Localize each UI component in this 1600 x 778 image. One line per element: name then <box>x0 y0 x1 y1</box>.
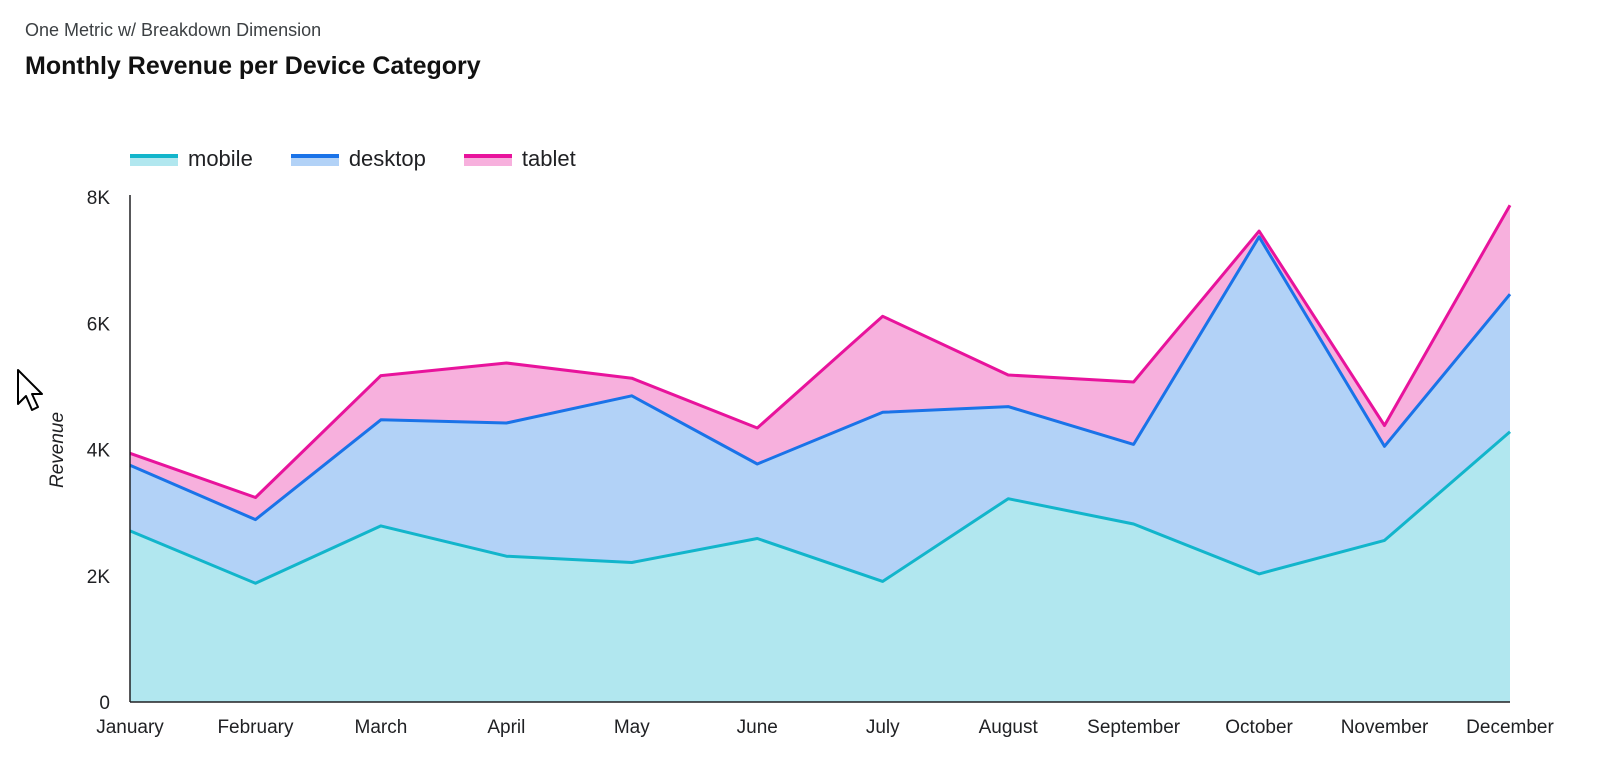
area-mobile <box>130 431 1510 702</box>
y-tick-label: 0 <box>99 693 110 714</box>
line-desktop <box>129 235 1512 522</box>
legend-label: desktop <box>348 146 426 171</box>
legend-label: tablet <box>521 146 576 171</box>
chart-legend: mobile desktop tablet <box>130 146 614 172</box>
legend-swatch-desktop <box>290 152 339 166</box>
x-tick-label: June <box>737 717 778 738</box>
x-tick-label: July <box>866 717 900 738</box>
legend-item-mobile[interactable]: mobile <box>130 146 253 172</box>
x-tick-label: January <box>96 717 164 738</box>
area-desktop <box>130 236 1510 584</box>
x-tick-label: November <box>1341 717 1429 738</box>
legend-item-tablet[interactable]: tablet <box>463 146 576 172</box>
line-tablet <box>129 204 1512 499</box>
y-tick-label: 6K <box>87 314 111 335</box>
chart-subtitle: One Metric w/ Breakdown Dimension <box>25 20 322 40</box>
x-tick-label: August <box>979 717 1039 738</box>
y-tick-label: 2K <box>87 567 111 588</box>
legend-label: mobile <box>188 146 253 171</box>
y-axis-title: Revenue <box>47 412 68 488</box>
x-tick-label: March <box>355 717 408 738</box>
y-tick-label: 4K <box>87 441 111 462</box>
x-tick-label: April <box>487 717 525 738</box>
legend-item-desktop[interactable]: desktop <box>290 146 426 172</box>
chart-title: Monthly Revenue per Device Category <box>25 52 481 80</box>
legend-swatch-tablet <box>463 152 512 166</box>
x-tick-label: May <box>614 717 650 738</box>
x-tick-label: September <box>1087 717 1181 738</box>
line-mobile <box>129 430 1511 585</box>
x-tick-label: October <box>1225 717 1293 738</box>
x-tick-label: December <box>1466 717 1554 738</box>
y-tick-label: 8K <box>87 188 111 209</box>
x-tick-label: February <box>217 717 294 738</box>
mouse-pointer-icon <box>17 369 43 411</box>
legend-swatch-mobile <box>130 152 178 166</box>
area-tablet <box>130 205 1510 520</box>
